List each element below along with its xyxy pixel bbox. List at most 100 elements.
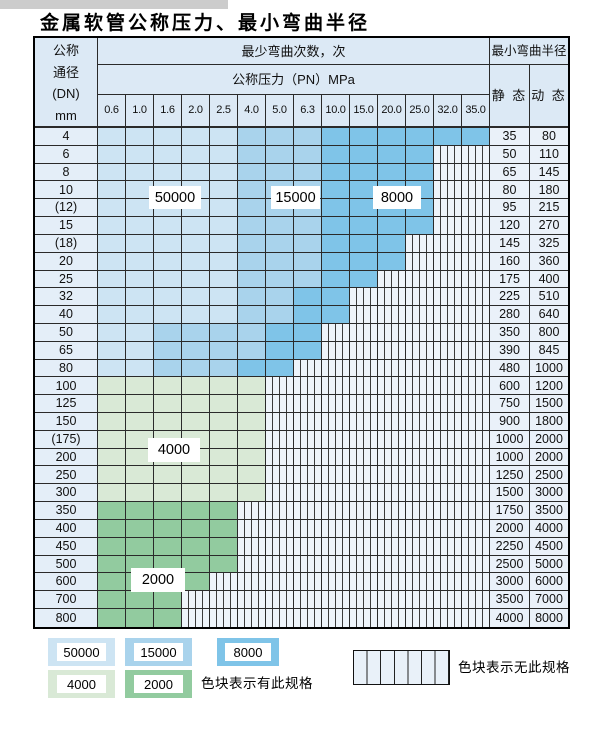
no-spec-cell [322,502,350,520]
spec-cell [182,359,210,378]
spec-cell [154,306,182,324]
static-radius-cell: 2250 [490,537,530,556]
spec-cell [210,555,238,574]
spec-cell [154,252,182,271]
spec-cell [238,341,266,360]
spec-cell [210,270,238,289]
no-spec-cell [406,341,434,360]
dn-cell: 50 [35,323,98,342]
dynamic-radius-cell: 80 [530,128,568,146]
spec-cell [238,181,266,200]
dynamic-radius-cell: 640 [530,306,568,324]
spec-cell [322,145,350,164]
static-radius-cell: 900 [490,413,530,431]
dn-cell: (175) [35,430,98,449]
no-spec-cell [406,448,434,467]
dynamic-radius-cell: 400 [530,270,568,289]
no-spec-cell [322,395,350,413]
spec-cell [238,395,266,413]
spec-cell [126,217,154,235]
spec-cell [238,306,266,324]
dn-cell: 600 [35,573,98,592]
spec-cell [98,163,126,182]
spec-cell [126,128,154,146]
legend-swatch: 2000 [125,670,192,698]
no-spec-cell [434,395,462,413]
dn-cell: 350 [35,502,98,520]
spec-cell [98,573,126,592]
no-spec-cell [350,573,378,592]
no-spec-cell [434,217,462,235]
static-radius-cell: 65 [490,163,530,182]
dn-cell: 25 [35,270,98,289]
dynamic-radius-cell: 800 [530,323,568,342]
dn-cell: 65 [35,341,98,360]
no-spec-cell [434,234,462,253]
spec-cell [182,288,210,307]
spec-cell [210,377,238,396]
spec-cell [126,608,154,627]
static-radius-cell: 145 [490,234,530,253]
spec-cell [210,537,238,556]
no-spec-cell [406,502,434,520]
no-spec-cell [462,341,490,360]
spec-cell [98,502,126,520]
spec-cell [266,341,294,360]
spec-cell [182,341,210,360]
no-spec-cell [378,573,406,592]
no-spec-cell [266,466,294,485]
no-spec-cell [322,608,350,627]
spec-cell [238,217,266,235]
spec-cell [182,145,210,164]
no-spec-cell [378,359,406,378]
dynamic-radius-cell: 7000 [530,591,568,609]
static-radius-cell: 2000 [490,519,530,538]
dynamic-radius-cell: 145 [530,163,568,182]
no-spec-cell [406,234,434,253]
legend-swatch-label: 8000 [225,643,271,661]
no-spec-cell [462,288,490,307]
no-spec-cell [322,573,350,592]
spec-cell [378,234,406,253]
spec-cell [98,181,126,200]
static-radius-cell: 50 [490,145,530,164]
no-spec-cell [434,448,462,467]
no-spec-cell [462,573,490,592]
spec-cell [154,591,182,609]
spec-cell [154,519,182,538]
no-spec-cell [462,145,490,164]
no-spec-cell [462,591,490,609]
spec-cell [98,466,126,485]
spec-cell [126,395,154,413]
no-spec-cell [462,537,490,556]
spec-cell [294,234,322,253]
spec-cell [322,181,350,200]
no-spec-cell [294,537,322,556]
no-spec-cell [350,341,378,360]
legend-has-spec-text: 色块表示有此规格 [201,676,313,691]
no-spec-cell [434,537,462,556]
spec-cell [126,359,154,378]
spec-cell [126,341,154,360]
pressure-header-25.0: 25.0 [406,95,434,128]
spec-cell [182,270,210,289]
no-spec-cell [378,537,406,556]
dn-cell: 6 [35,145,98,164]
spec-cell [182,234,210,253]
spec-cell [266,217,294,235]
spec-cell [350,145,378,164]
spec-cell [238,430,266,449]
spec-cell [98,252,126,271]
spec-cell [154,502,182,520]
no-spec-cell [350,537,378,556]
no-spec-cell [182,591,210,609]
no-spec-cell [322,430,350,449]
spec-cell [350,234,378,253]
no-spec-cell [322,448,350,467]
no-spec-cell [294,413,322,431]
dn-cell: 150 [35,413,98,431]
no-spec-cell [322,413,350,431]
no-spec-cell [462,466,490,485]
static-column-header: 静 态 [490,65,530,128]
no-spec-cell [266,555,294,574]
